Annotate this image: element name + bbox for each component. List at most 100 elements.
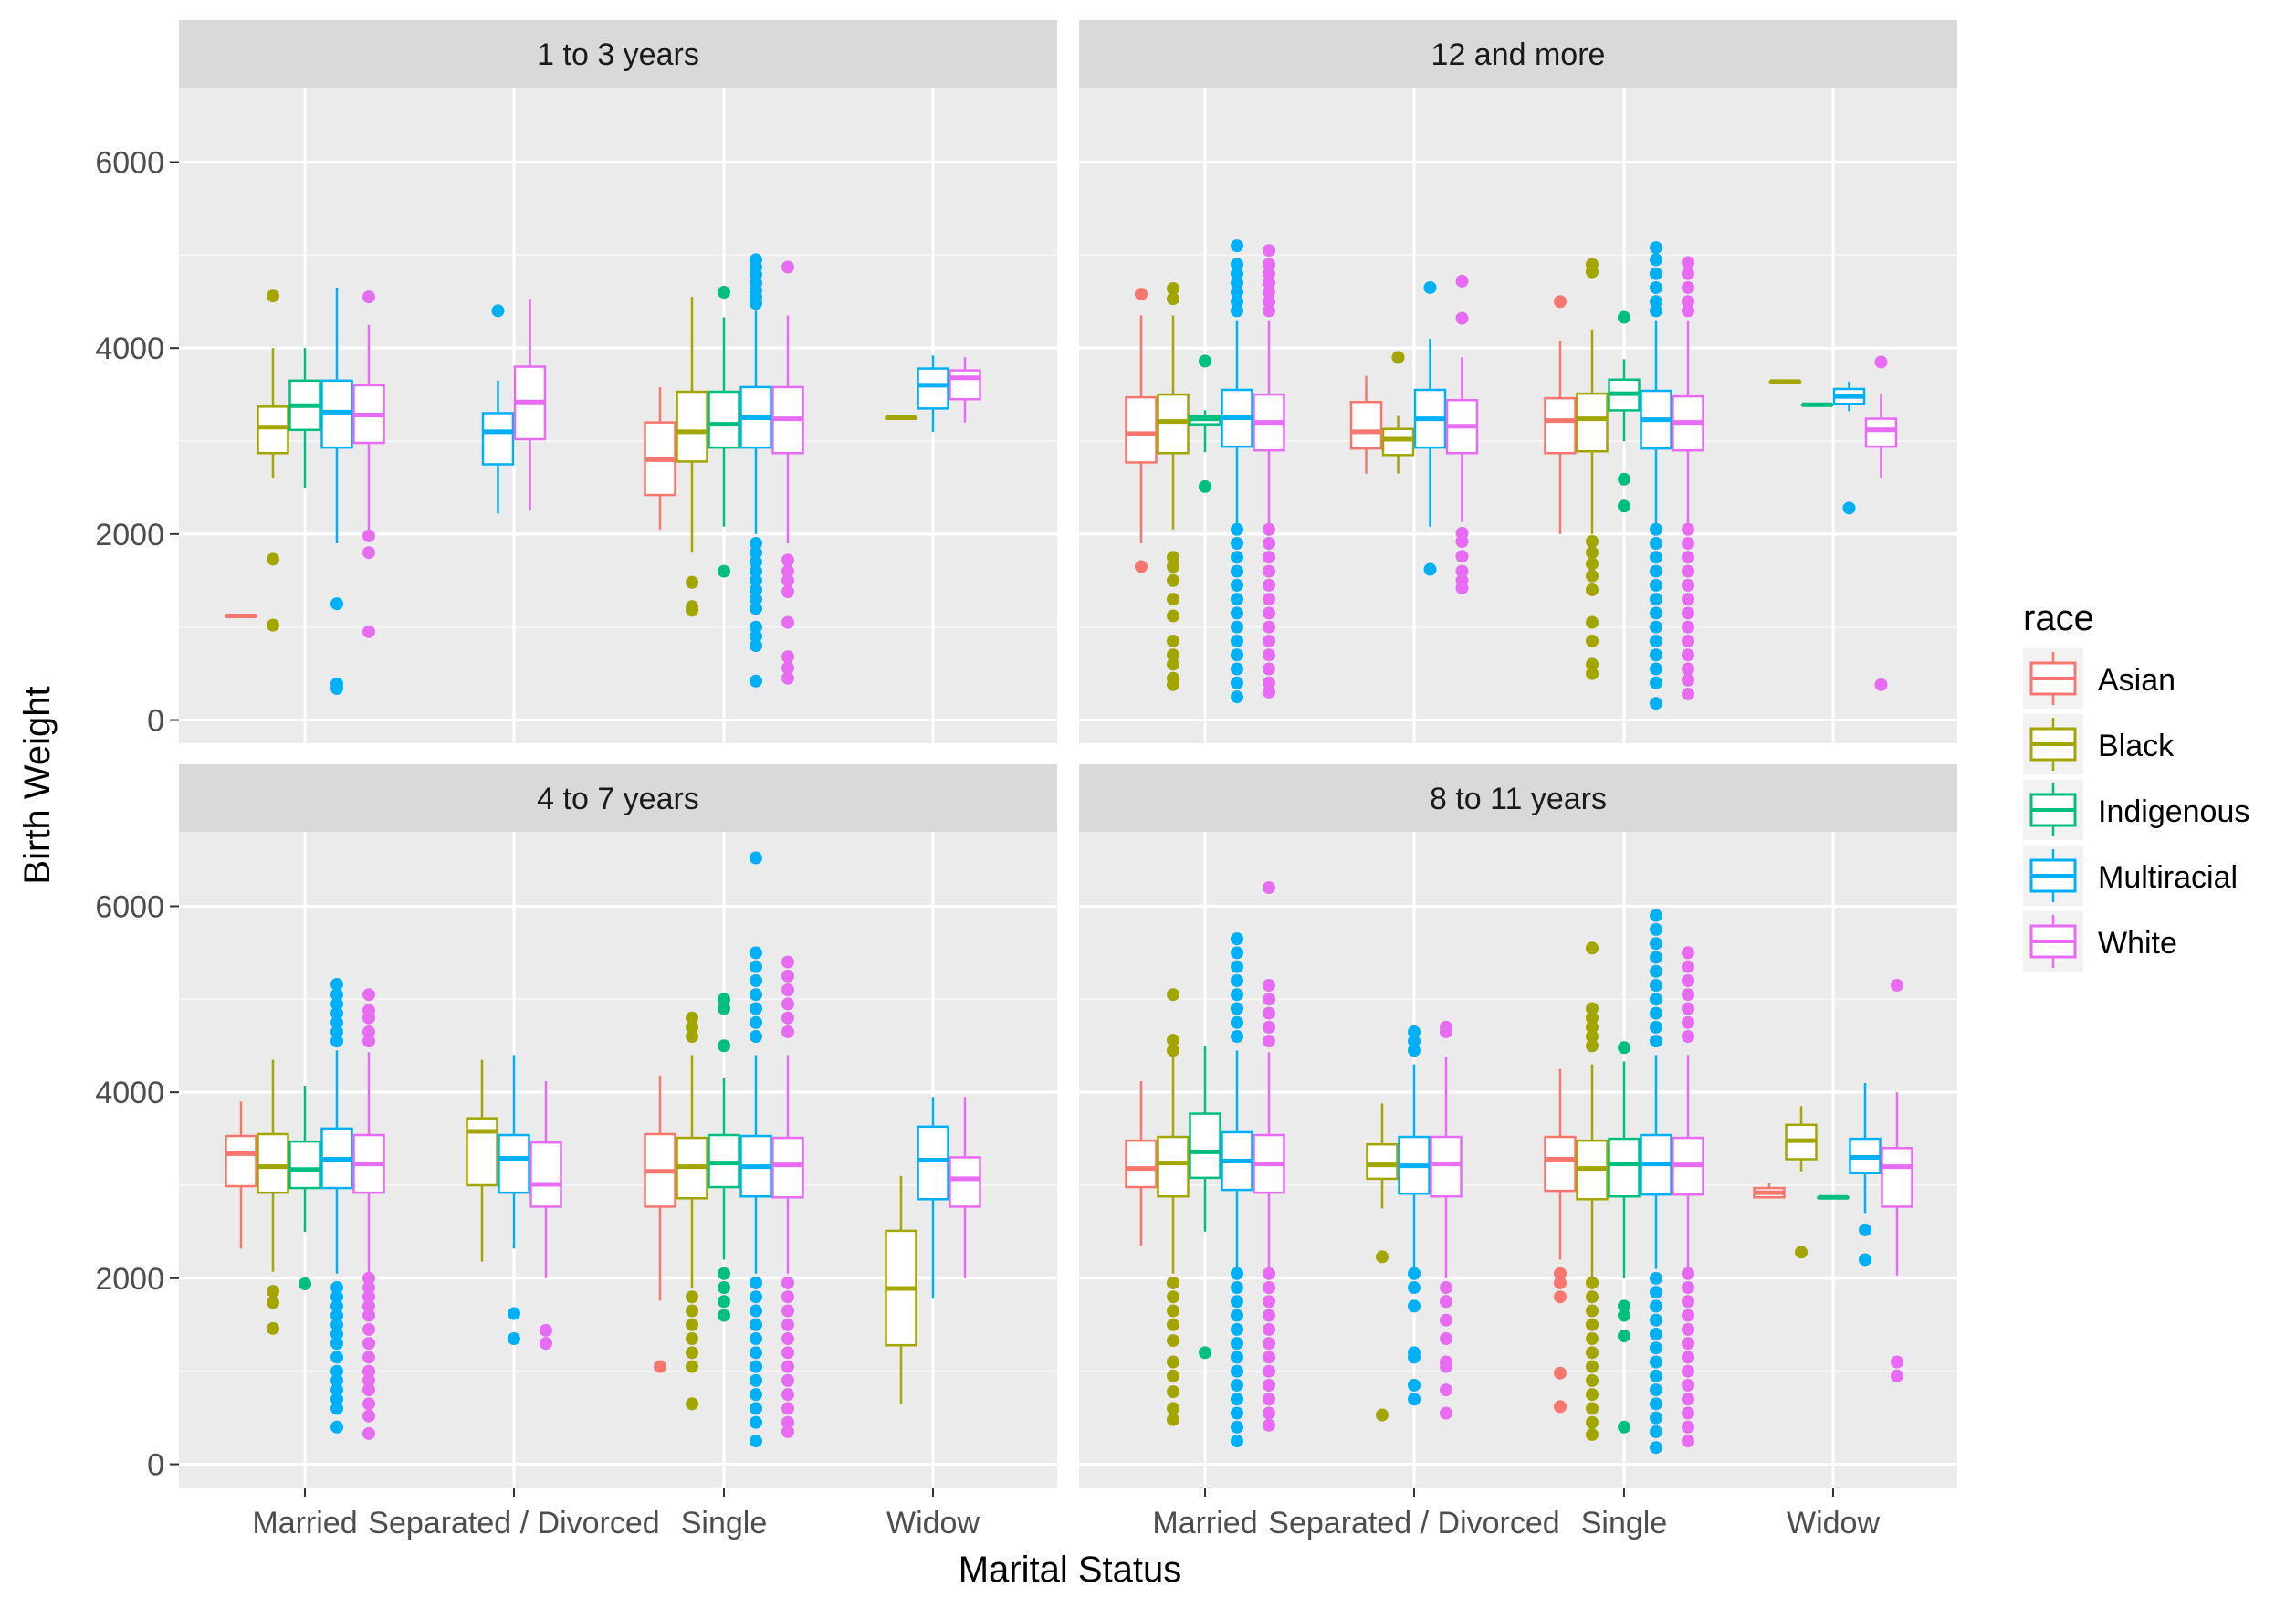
outlier-point (330, 1299, 343, 1313)
outlier-point (1231, 606, 1243, 620)
outlier-point (781, 1360, 794, 1373)
outlier-point (686, 604, 698, 617)
outlier-point (1408, 1025, 1421, 1038)
outlier-point (686, 1030, 698, 1044)
outlier-point (1167, 1034, 1179, 1047)
outlier-point (1167, 634, 1179, 647)
outlier-point (1231, 304, 1243, 318)
outlier-point (330, 1351, 343, 1364)
outlier-point (1167, 1402, 1179, 1415)
outlier-point (750, 946, 762, 960)
outlier-point (1650, 1327, 1662, 1340)
outlier-point (1586, 569, 1599, 583)
outlier-point (1231, 239, 1243, 253)
outlier-point (1618, 1420, 1630, 1434)
outlier-point (750, 1332, 762, 1346)
outlier-point (1682, 1015, 1694, 1029)
box-indigenous (708, 286, 740, 578)
outlier-point (1167, 1304, 1179, 1318)
y-tick-label: 4000 (95, 331, 164, 366)
outlier-point (1263, 1337, 1275, 1351)
outlier-point (1682, 537, 1694, 551)
legend: race Asian Black Indigenous Multiracial Whit… (2023, 598, 2249, 972)
outlier-point (1263, 295, 1275, 309)
box-iqr (1881, 1147, 1913, 1208)
outlier-point (1650, 551, 1662, 564)
outlier-point (718, 1002, 730, 1015)
legend-entry: Asian (2023, 648, 2175, 709)
outlier-point (1650, 620, 1662, 634)
outlier-point (1650, 1313, 1662, 1327)
outlier-point (781, 997, 794, 1011)
outlier-point (1586, 1388, 1599, 1402)
outlier-point (686, 1020, 698, 1034)
outlier-point (1682, 620, 1694, 634)
box-multiracial (320, 287, 353, 695)
box-iqr (1544, 1135, 1577, 1193)
outlier-point (750, 297, 762, 310)
outlier-point (781, 1025, 794, 1038)
outlier-point (330, 1035, 343, 1048)
box-iqr (225, 1134, 257, 1188)
outlier-point (686, 1304, 698, 1318)
box-iqr (481, 412, 515, 466)
outlier-point (1650, 1411, 1662, 1425)
outlier-point (267, 1296, 279, 1309)
outlier-point (1455, 581, 1469, 594)
outlier-point (1891, 979, 1903, 993)
outlier-point (1682, 1420, 1694, 1434)
outlier-point (750, 973, 762, 987)
box-asian (1753, 1183, 1786, 1199)
box-iqr (917, 367, 949, 410)
outlier-point (1586, 634, 1599, 647)
outlier-point (1586, 1427, 1599, 1441)
box-iqr (1864, 417, 1898, 448)
box-asian (1349, 375, 1383, 474)
outlier-point (508, 1332, 520, 1346)
box-iqr (498, 1133, 530, 1194)
box-iqr (708, 390, 740, 449)
outlier-point (1554, 1267, 1567, 1280)
box-indigenous (708, 993, 740, 1322)
box-white (1672, 946, 1704, 1448)
legend-entry: White (2023, 911, 2177, 972)
box-multiracial (1398, 1025, 1431, 1406)
outlier-point (1650, 1299, 1662, 1313)
outlier-point (1263, 1418, 1275, 1432)
box-iqr (1381, 427, 1415, 457)
outlier-point (750, 1318, 762, 1331)
outlier-point (1650, 993, 1662, 1006)
outlier-point (1586, 583, 1599, 596)
box-multiracial (1640, 241, 1672, 710)
outlier-point (330, 1327, 343, 1340)
outlier-point (1650, 1397, 1662, 1411)
y-tick-label: 2000 (95, 518, 164, 552)
outlier-point (1650, 1271, 1662, 1285)
outlier-point (267, 552, 279, 566)
outlier-point (1263, 1281, 1275, 1295)
outlier-point (1231, 578, 1243, 592)
box-asian (1125, 1080, 1158, 1246)
outlier-point (1618, 1299, 1630, 1313)
outlier-point (718, 286, 730, 300)
outlier-point (330, 1309, 343, 1322)
outlier-point (362, 1290, 375, 1304)
box-white (513, 299, 547, 511)
outlier-point (330, 1402, 343, 1415)
outlier-point (1682, 1002, 1694, 1015)
y-tick-label: 6000 (95, 889, 164, 924)
outlier-point (750, 1346, 762, 1360)
box-indigenous (1608, 1041, 1641, 1434)
outlier-point (1231, 1406, 1243, 1420)
outlier-point (1586, 615, 1599, 629)
outlier-point (1682, 648, 1694, 662)
outlier-point (1586, 1360, 1599, 1373)
outlier-point (1231, 1322, 1243, 1336)
box-iqr (288, 1140, 321, 1190)
box-white (771, 260, 804, 685)
outlier-point (1682, 946, 1694, 960)
outlier-point (1440, 1281, 1452, 1295)
outlier-point (1586, 1020, 1599, 1034)
outlier-point (267, 1285, 279, 1298)
outlier-point (1391, 351, 1405, 364)
